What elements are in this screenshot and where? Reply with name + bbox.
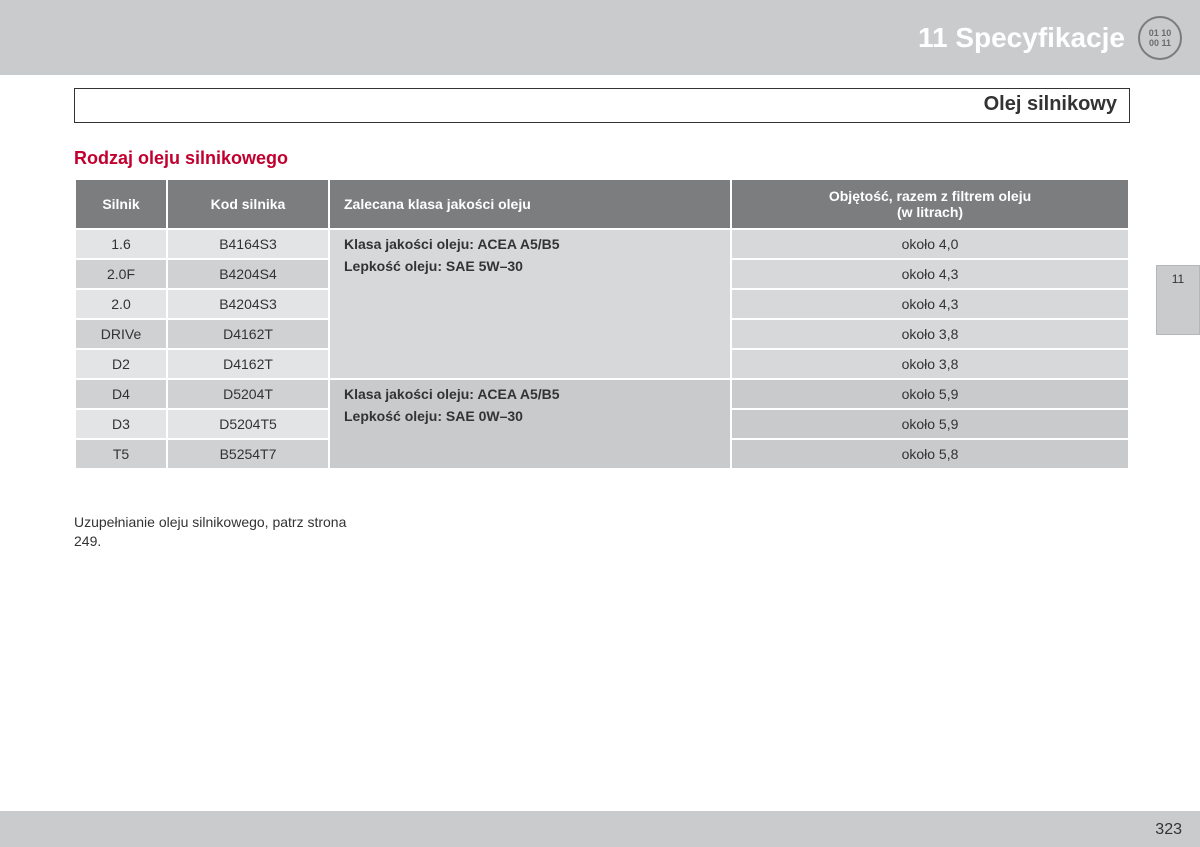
cell-volume: około 4,0: [732, 230, 1128, 258]
footnote-text: Uzupełnianie oleju silnikowego, patrz st…: [74, 513, 354, 551]
cell-volume: około 3,8: [732, 320, 1128, 348]
subsection-heading: Rodzaj oleju silnikowego: [74, 148, 288, 169]
cell-engine-code: B4204S3: [168, 290, 328, 318]
engine-oil-table: Silnik Kod silnika Zalecana klasa jakośc…: [74, 178, 1130, 470]
cell-volume: około 4,3: [732, 260, 1128, 288]
col-volume-line2: (w litrach): [738, 204, 1122, 220]
oil-grade-line1: Klasa jakości oleju: ACEA A5/B5: [344, 386, 720, 402]
side-tab-number: 11: [1172, 272, 1184, 286]
cell-engine: T5: [76, 440, 166, 468]
stamp-line2: 00 11: [1149, 38, 1171, 48]
cell-engine: 2.0F: [76, 260, 166, 288]
cell-engine: 2.0: [76, 290, 166, 318]
col-volume: Objętość, razem z filtrem oleju (w litra…: [732, 180, 1128, 228]
oil-grade-line2: Lepkość oleju: SAE 0W–30: [344, 408, 720, 424]
cell-volume: około 4,3: [732, 290, 1128, 318]
footer-bar: 323: [0, 811, 1200, 847]
stamp-line1: 01 10: [1149, 28, 1172, 38]
cell-engine-code: D4162T: [168, 350, 328, 378]
page-number: 323: [1155, 821, 1182, 839]
side-thumb-tab: 11: [1156, 265, 1200, 335]
header-bar: 11 Specyfikacje 01 10 00 11: [0, 0, 1200, 75]
cell-oil-grade: Klasa jakości oleju: ACEA A5/B5 Lepkość o…: [330, 230, 730, 378]
cell-engine: D4: [76, 380, 166, 408]
cell-engine: D3: [76, 410, 166, 438]
section-title-box: Olej silnikowy: [74, 88, 1130, 123]
cell-engine-code: B5254T7: [168, 440, 328, 468]
cell-volume: około 5,8: [732, 440, 1128, 468]
cell-engine: 1.6: [76, 230, 166, 258]
cell-engine-code: D4162T: [168, 320, 328, 348]
cell-volume: około 5,9: [732, 380, 1128, 408]
oil-grade-line2: Lepkość oleju: SAE 5W–30: [344, 258, 720, 274]
section-title: Olej silnikowy: [984, 93, 1117, 115]
cell-engine-code: D5204T5: [168, 410, 328, 438]
cell-volume: około 3,8: [732, 350, 1128, 378]
cell-oil-grade: Klasa jakości oleju: ACEA A5/B5 Lepkość o…: [330, 380, 730, 468]
col-oil-grade: Zalecana klasa jakości oleju: [330, 180, 730, 228]
oil-grade-line1: Klasa jakości oleju: ACEA A5/B5: [344, 236, 720, 252]
chapter-title: 11 Specyfikacje: [918, 22, 1125, 54]
cell-volume: około 5,9: [732, 410, 1128, 438]
chapter-stamp-icon: 01 10 00 11: [1138, 16, 1182, 60]
table-header-row: Silnik Kod silnika Zalecana klasa jakośc…: [76, 180, 1128, 228]
cell-engine-code: B4164S3: [168, 230, 328, 258]
table-row: D4D5204TKlasa jakości oleju: ACEA A5/B5L…: [76, 380, 1128, 408]
cell-engine-code: B4204S4: [168, 260, 328, 288]
col-engine: Silnik: [76, 180, 166, 228]
cell-engine-code: D5204T: [168, 380, 328, 408]
cell-engine: DRIVe: [76, 320, 166, 348]
col-engine-code: Kod silnika: [168, 180, 328, 228]
col-volume-line1: Objętość, razem z filtrem oleju: [738, 188, 1122, 204]
table-row: 1.6B4164S3 Klasa jakości oleju: ACEA A5/B…: [76, 230, 1128, 258]
cell-engine: D2: [76, 350, 166, 378]
